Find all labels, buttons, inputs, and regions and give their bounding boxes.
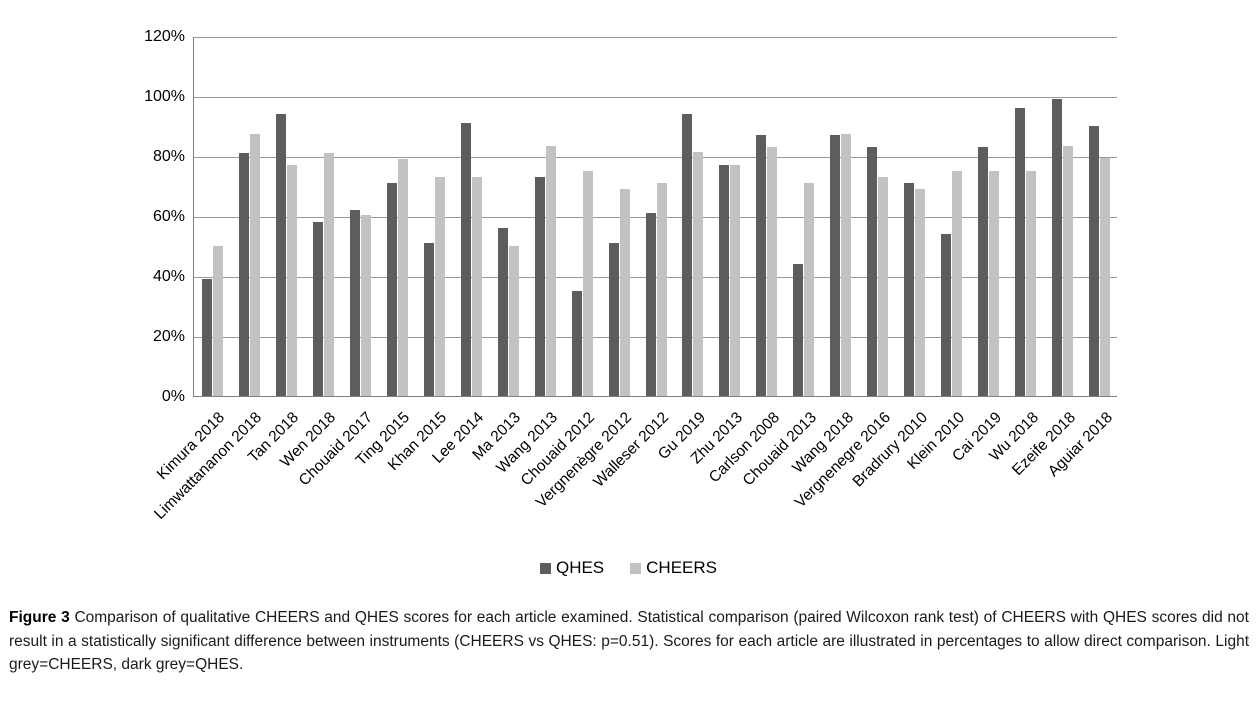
y-tick-label: 20%	[152, 328, 185, 345]
bar-qhes	[904, 183, 915, 396]
bar-chart: 0% 20% 40% 60% 80% 100% 120% Kimura 2018 Limwat…	[0, 0, 1257, 578]
legend-item-qhes: QHES	[539, 558, 605, 578]
legend-swatch-icon	[630, 562, 642, 574]
bar-cheers	[841, 133, 852, 396]
bar-qhes	[386, 183, 397, 396]
bar-cheers	[619, 189, 630, 396]
y-tick-label: 100%	[144, 88, 185, 105]
bar-qhes	[312, 222, 323, 396]
bar-cheers	[1063, 145, 1074, 396]
bar-qhes	[1015, 108, 1026, 396]
bar-qhes	[238, 153, 249, 396]
y-tick-label: 40%	[152, 268, 185, 285]
bar-qhes	[941, 234, 952, 396]
plot-area	[193, 37, 1117, 397]
bar-qhes	[608, 243, 619, 396]
bar-qhes	[423, 243, 434, 396]
bar-cheers	[804, 183, 815, 396]
bar-cheers	[1026, 171, 1037, 396]
bar-qhes	[1089, 126, 1100, 396]
y-tick-label: 0%	[161, 388, 185, 405]
bar-cheers	[952, 171, 963, 396]
bar-qhes	[867, 147, 878, 396]
gridline	[194, 337, 1117, 338]
bar-qhes	[682, 114, 693, 396]
bar-cheers	[434, 177, 445, 396]
bar-qhes	[349, 210, 360, 396]
bar-cheers	[397, 159, 408, 396]
gridline	[194, 277, 1117, 278]
bar-cheers	[730, 165, 741, 396]
bar-cheers	[1100, 157, 1111, 396]
figure-caption: Figure 3 Comparison of qualitative CHEER…	[9, 606, 1249, 677]
bar-cheers	[915, 189, 926, 396]
bar-cheers	[693, 151, 704, 396]
legend-label: QHES	[555, 558, 605, 577]
y-tick-label: 120%	[144, 28, 185, 45]
chart-legend: QHES CHEERS	[0, 558, 1257, 578]
gridline	[194, 37, 1117, 38]
bar-qhes	[201, 279, 212, 396]
bar-qhes	[719, 165, 730, 396]
legend-label: CHEERS	[646, 558, 718, 577]
bar-cheers	[249, 133, 260, 396]
legend-item-cheers: CHEERS	[630, 558, 717, 578]
gridline	[194, 157, 1117, 158]
bar-cheers	[582, 171, 593, 396]
bar-qhes	[275, 114, 286, 396]
bar-cheers	[286, 165, 297, 396]
bar-cheers	[508, 246, 519, 396]
gridline	[194, 217, 1117, 218]
bar-qhes	[460, 123, 471, 396]
bar-qhes	[978, 147, 989, 396]
bar-qhes	[534, 177, 545, 396]
bar-cheers	[767, 147, 778, 396]
figure-caption-text: Comparison of qualitative CHEERS and QHE…	[9, 609, 1249, 673]
bar-qhes	[1052, 99, 1063, 396]
bar-qhes	[645, 213, 656, 396]
bar-cheers	[878, 177, 889, 396]
bar-qhes	[571, 291, 582, 396]
bar-cheers	[212, 246, 223, 396]
y-axis-labels: 0% 20% 40% 60% 80% 100% 120%	[0, 0, 185, 440]
bar-cheers	[323, 153, 334, 396]
legend-swatch-icon	[539, 562, 551, 574]
y-tick-label: 60%	[152, 208, 185, 225]
bar-qhes	[830, 135, 841, 396]
bar-cheers	[471, 177, 482, 396]
gridline	[194, 97, 1117, 98]
bar-qhes	[497, 228, 508, 396]
bar-cheers	[989, 171, 1000, 396]
bar-cheers	[656, 183, 667, 396]
x-axis-labels: Kimura 2018 Limwattananon 2018 Tan 2018 Wen…	[152, 403, 1117, 553]
y-tick-label: 80%	[152, 148, 185, 165]
bar-qhes	[793, 264, 804, 396]
bar-cheers	[360, 214, 371, 396]
figure-caption-label: Figure 3	[9, 609, 70, 626]
bar-cheers	[545, 145, 556, 396]
bar-qhes	[756, 135, 767, 396]
